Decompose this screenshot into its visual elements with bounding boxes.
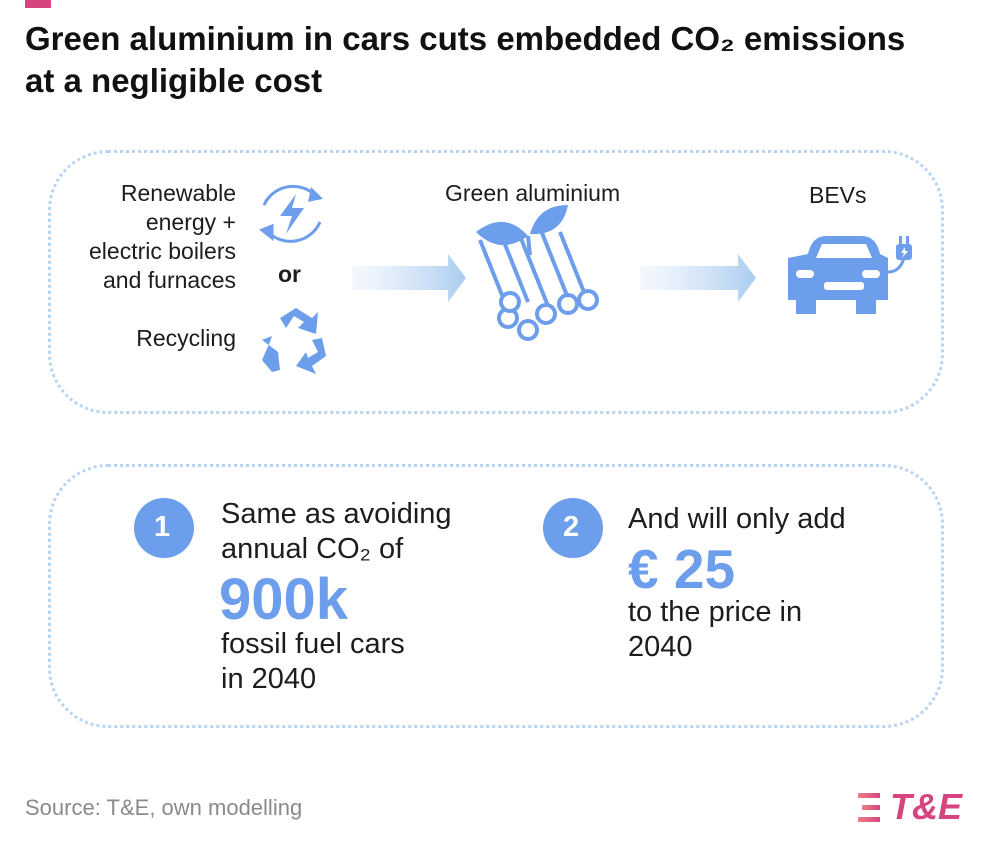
source-label: and furnaces [103,267,236,293]
badge-number: 1 [154,511,171,543]
source-label: electric boilers [89,238,236,264]
logo-mark [858,793,880,822]
or-label: or [278,261,301,287]
source-label: Recycling [136,325,236,351]
fact-text: in 2040 [221,663,317,695]
fact-text: annual CO₂ of [221,533,404,565]
fact-text: Same as avoiding [221,498,452,530]
fact-text: 2040 [628,631,693,663]
number-badge [134,498,194,558]
logo-text: T&E [890,786,962,827]
facts-box [48,464,944,728]
car-icon [788,236,912,314]
energy-icon [259,184,324,243]
fact-text: fossil fuel cars [221,628,405,660]
arrow [352,254,466,302]
fact-text: And will only add [628,503,846,535]
process-box [48,150,944,414]
aluminium-icon [476,205,599,341]
badge-number: 2 [563,511,580,543]
fact-text: to the price in [628,596,803,628]
number-badge [543,498,603,558]
title-line: at a negligible cost [25,62,323,99]
arrow [640,254,756,302]
source-note: Source: T&E, own modelling [25,795,303,820]
source-label: Renewable [120,180,236,206]
source-label: energy + [145,209,236,235]
recycle-icon [262,308,326,374]
stage-label: Green aluminium [445,180,621,206]
title-line: Green aluminium in cars cuts embedded CO… [25,20,906,57]
accent-bar [25,0,51,8]
stage-label: BEVs [809,182,867,208]
fact-highlight: 900k [219,567,349,632]
fact-highlight: € 25 [628,538,736,600]
